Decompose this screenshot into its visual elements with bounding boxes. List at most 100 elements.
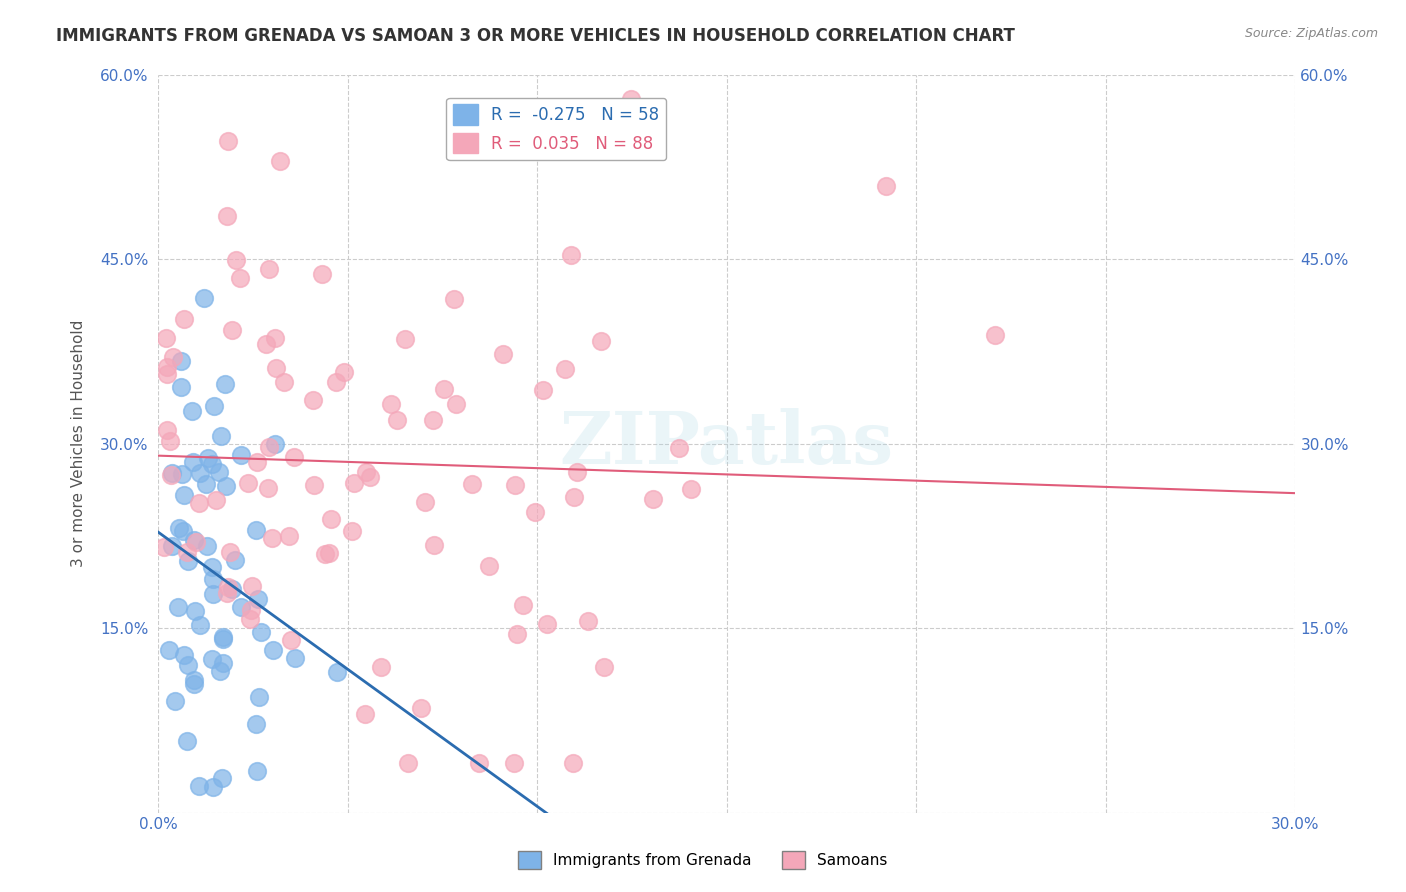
Point — [245, 523, 267, 537]
Point — [478, 559, 501, 574]
Point — [446, 397, 468, 411]
Point — [280, 633, 302, 648]
Point — [236, 476, 259, 491]
Point — [181, 455, 204, 469]
Point — [215, 586, 238, 600]
Point — [325, 665, 347, 680]
Point — [247, 592, 270, 607]
Point — [225, 253, 247, 268]
Point — [370, 660, 392, 674]
Point — [643, 492, 665, 507]
Point — [264, 437, 287, 451]
Point — [246, 455, 269, 469]
Point — [212, 630, 235, 644]
Point — [359, 470, 381, 484]
Point — [200, 652, 222, 666]
Point — [413, 494, 436, 508]
Point — [160, 539, 183, 553]
Point — [311, 267, 333, 281]
Point — [249, 624, 271, 639]
Point — [214, 376, 236, 391]
Point — [503, 478, 526, 492]
Point — [259, 262, 281, 277]
Point — [229, 270, 252, 285]
Y-axis label: 3 or more Vehicles in Household: 3 or more Vehicles in Household — [72, 320, 86, 567]
Point — [314, 547, 336, 561]
Point — [576, 614, 599, 628]
Point — [184, 604, 207, 618]
Legend: R =  -0.275   N = 58, R =  0.035   N = 88: R = -0.275 N = 58, R = 0.035 N = 88 — [447, 97, 666, 160]
Point — [176, 733, 198, 747]
Point — [167, 599, 190, 614]
Point — [211, 632, 233, 646]
Point — [668, 441, 690, 455]
Point — [302, 392, 325, 407]
Point — [205, 493, 228, 508]
Point — [231, 600, 253, 615]
Point — [592, 659, 614, 673]
Point — [394, 332, 416, 346]
Point — [273, 375, 295, 389]
Point — [231, 448, 253, 462]
Point — [589, 334, 612, 348]
Point — [259, 441, 281, 455]
Point — [173, 648, 195, 662]
Point — [170, 467, 193, 481]
Point — [183, 673, 205, 687]
Point — [224, 552, 246, 566]
Point — [247, 690, 270, 704]
Point — [433, 382, 456, 396]
Point — [319, 512, 342, 526]
Point — [219, 545, 242, 559]
Point — [264, 361, 287, 376]
Point — [343, 475, 366, 490]
Point — [512, 598, 534, 612]
Point — [160, 467, 183, 482]
Point — [187, 780, 209, 794]
Point — [181, 403, 204, 417]
Point — [523, 505, 546, 519]
Point — [217, 209, 239, 223]
Point — [215, 479, 238, 493]
Point — [202, 780, 225, 794]
Point — [176, 544, 198, 558]
Point — [221, 323, 243, 337]
Point — [565, 466, 588, 480]
Point — [211, 771, 233, 785]
Point — [173, 312, 195, 326]
Point — [188, 617, 211, 632]
Point — [188, 466, 211, 480]
Point — [201, 560, 224, 574]
Point — [155, 360, 177, 375]
Point — [201, 457, 224, 471]
Point — [332, 365, 354, 379]
Point — [201, 573, 224, 587]
Point — [167, 521, 190, 535]
Point — [503, 756, 526, 771]
Point — [984, 327, 1007, 342]
Point — [163, 694, 186, 708]
Point — [239, 612, 262, 626]
Point — [620, 92, 643, 106]
Point — [159, 434, 181, 449]
Point — [183, 533, 205, 547]
Point — [176, 554, 198, 568]
Text: IMMIGRANTS FROM GRENADA VS SAMOAN 3 OR MORE VEHICLES IN HOUSEHOLD CORRELATION CH: IMMIGRANTS FROM GRENADA VS SAMOAN 3 OR M… — [56, 27, 1015, 45]
Text: Source: ZipAtlas.com: Source: ZipAtlas.com — [1244, 27, 1378, 40]
Point — [269, 154, 291, 169]
Point — [443, 293, 465, 307]
Point — [193, 291, 215, 305]
Point — [184, 534, 207, 549]
Point — [254, 337, 277, 351]
Point — [153, 540, 176, 554]
Text: ZIPatlas: ZIPatlas — [560, 408, 894, 479]
Point — [325, 375, 347, 389]
Point — [387, 412, 409, 426]
Point — [170, 380, 193, 394]
Point — [155, 331, 177, 345]
Point — [156, 367, 179, 381]
Point — [380, 397, 402, 411]
Point — [212, 656, 235, 670]
Point — [461, 476, 484, 491]
Point — [177, 658, 200, 673]
